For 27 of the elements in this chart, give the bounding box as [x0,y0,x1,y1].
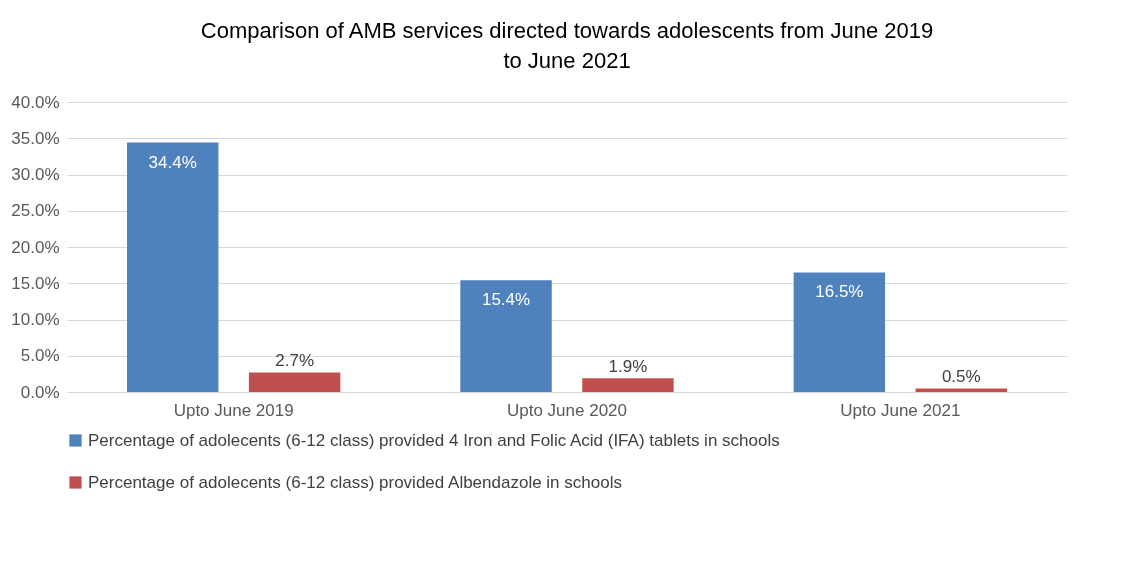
x-tick-label: Upto June 2021 [840,400,961,420]
bar [793,272,886,392]
data-label: 15.4% [481,290,531,310]
data-label: 2.7% [275,351,314,371]
y-tick-label: 15.0% [11,273,60,293]
bar [582,378,674,392]
data-label: 16.5% [815,282,864,302]
bar [248,372,341,392]
y-tick-label: 40.0% [11,92,60,112]
legend-label: Percentage of adolecents (6-12 class) provided 4 Iron and Folic Acid (IFA) tablets in schools [88,430,780,450]
x-tick-label: Upto June 2019 [173,400,294,420]
chart-title: Comparison of AMB services directed towards adolescents from June 2019 to June 2021 [200,18,934,73]
y-tick-label: 10.0% [11,310,60,329]
bar [915,388,1007,392]
y-tick-label: 30.0% [11,165,60,184]
y-tick-label: 35.0% [11,128,60,148]
bar [460,280,552,392]
bar [127,142,219,392]
data-label: 34.4% [148,152,197,172]
y-tick-label: 0.0% [20,382,60,402]
y-tick-label: 5.0% [20,346,60,366]
data-label: 1.9% [608,357,648,377]
data-label: 0.5% [941,367,981,387]
y-tick-label: 20.0% [11,237,60,257]
x-tick-label: Upto June 2020 [506,400,628,420]
y-tick-label: 25.0% [11,201,60,221]
legend-label: Percentage of adolecents (6-12 class) provided Albendazole in schools [88,472,622,492]
